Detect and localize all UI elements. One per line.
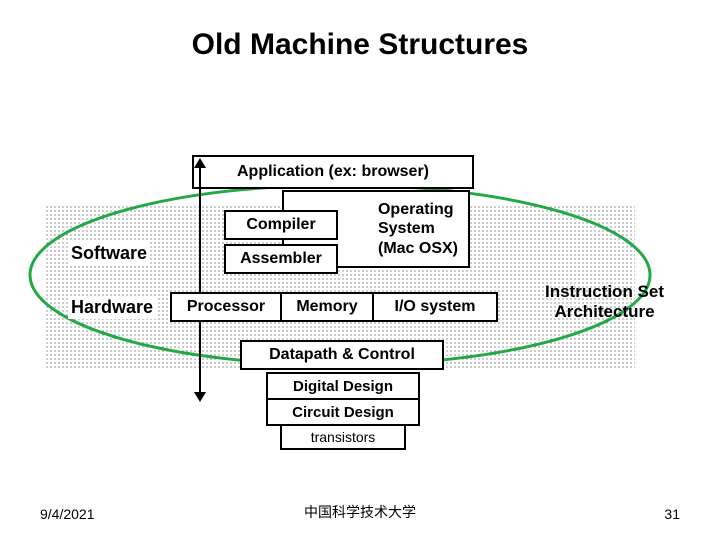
box-circuit: Circuit Design	[266, 398, 420, 426]
box-digital: Digital Design	[266, 372, 420, 400]
compiler-label: Compiler	[246, 216, 315, 234]
label-isa: Instruction Set Architecture	[545, 282, 664, 323]
box-transistors: transistors	[280, 424, 406, 450]
hw-row: Processor Memory I/O system	[170, 292, 498, 322]
title-text: Old Machine Structures	[192, 28, 529, 61]
box-datapath: Datapath & Control	[240, 340, 444, 370]
box-application: Application (ex: browser)	[192, 155, 474, 189]
label-hardware: Hardware	[68, 296, 156, 319]
isa-line1: Instruction Set	[545, 282, 664, 302]
level-arrow-line	[199, 165, 201, 395]
assembler-label: Assembler	[240, 250, 322, 268]
level-arrow-down	[194, 392, 206, 402]
label-software: Software	[68, 242, 150, 265]
isa-line2: Architecture	[545, 302, 664, 322]
box-memory: Memory	[282, 292, 374, 322]
os-line1: Operating	[378, 200, 458, 219]
box-compiler: Compiler	[224, 210, 338, 240]
box-io: I/O system	[374, 292, 498, 322]
level-arrow-up	[194, 158, 206, 168]
os-line2: System	[378, 219, 458, 238]
box-processor: Processor	[170, 292, 282, 322]
slide-title: Old Machine Structures	[0, 28, 720, 62]
footer-center: 中国科学技术大学	[0, 502, 720, 522]
app-label: Application (ex: browser)	[237, 163, 429, 181]
os-line3: (Mac OSX)	[378, 239, 458, 258]
footer-page: 31	[664, 506, 680, 522]
box-assembler: Assembler	[224, 244, 338, 274]
